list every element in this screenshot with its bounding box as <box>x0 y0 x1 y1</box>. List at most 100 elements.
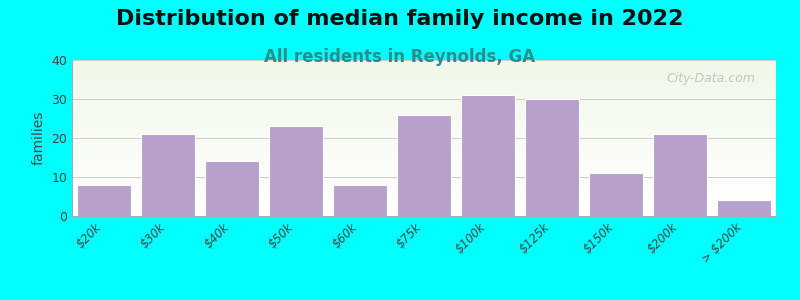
Bar <box>72 122 776 124</box>
Bar <box>72 115 776 116</box>
Bar <box>72 65 776 66</box>
Bar <box>72 174 776 176</box>
Bar <box>72 69 776 71</box>
Bar <box>72 135 776 136</box>
Bar <box>72 66 776 68</box>
Bar <box>77 185 131 216</box>
Bar <box>72 63 776 65</box>
Bar <box>72 94 776 96</box>
Bar <box>72 71 776 73</box>
Bar <box>72 73 776 74</box>
Bar <box>72 132 776 133</box>
Bar <box>72 176 776 177</box>
Bar <box>72 154 776 155</box>
Bar <box>72 160 776 161</box>
Bar <box>72 83 776 85</box>
Bar <box>141 134 195 216</box>
Bar <box>397 115 451 216</box>
Bar <box>72 186 776 188</box>
Bar <box>72 127 776 129</box>
Bar <box>717 200 771 216</box>
Bar <box>461 95 515 216</box>
Bar <box>72 105 776 107</box>
Bar <box>72 151 776 152</box>
Bar <box>72 208 776 210</box>
Bar <box>72 169 776 171</box>
Bar <box>72 177 776 178</box>
Bar <box>72 77 776 79</box>
Bar <box>72 199 776 200</box>
Bar <box>72 86 776 88</box>
Bar <box>72 200 776 202</box>
Bar <box>72 68 776 69</box>
Bar <box>72 163 776 164</box>
Bar <box>72 119 776 121</box>
Bar <box>72 74 776 76</box>
Bar <box>72 110 776 112</box>
Bar <box>72 185 776 186</box>
Bar <box>333 185 387 216</box>
Bar <box>72 107 776 108</box>
Bar <box>72 79 776 80</box>
Bar <box>72 82 776 83</box>
Bar <box>72 157 776 158</box>
Bar <box>72 180 776 182</box>
Bar <box>72 80 776 82</box>
Bar <box>72 202 776 203</box>
Bar <box>72 197 776 199</box>
Bar <box>72 90 776 91</box>
Text: City-Data.com: City-Data.com <box>666 73 755 85</box>
Bar <box>72 125 776 127</box>
Bar <box>72 136 776 138</box>
Bar <box>72 178 776 180</box>
Bar <box>72 155 776 157</box>
Bar <box>72 190 776 191</box>
Bar <box>72 116 776 118</box>
Bar <box>72 146 776 147</box>
Bar <box>72 196 776 197</box>
Bar <box>72 168 776 169</box>
Bar <box>72 205 776 207</box>
Bar <box>269 126 323 216</box>
Y-axis label: families: families <box>32 111 46 165</box>
Bar <box>72 121 776 122</box>
Bar <box>72 88 776 90</box>
Bar <box>72 207 776 208</box>
Bar <box>72 112 776 113</box>
Bar <box>72 203 776 205</box>
Bar <box>525 99 579 216</box>
Bar <box>72 188 776 190</box>
Bar <box>72 171 776 172</box>
Bar <box>589 173 643 216</box>
Bar <box>72 152 776 154</box>
Bar <box>72 76 776 77</box>
Bar <box>72 183 776 185</box>
Bar <box>72 158 776 160</box>
Bar <box>72 172 776 174</box>
Bar <box>72 164 776 166</box>
Bar <box>72 138 776 140</box>
Bar <box>72 60 776 61</box>
Bar <box>72 102 776 104</box>
Bar <box>72 149 776 151</box>
Bar <box>72 194 776 196</box>
Bar <box>72 61 776 63</box>
Bar <box>72 129 776 130</box>
Bar <box>72 113 776 115</box>
Bar <box>72 133 776 135</box>
Bar <box>72 141 776 143</box>
Bar <box>72 99 776 100</box>
Bar <box>72 161 776 163</box>
Bar <box>72 210 776 211</box>
Bar <box>72 214 776 216</box>
Bar <box>72 124 776 125</box>
Bar <box>72 147 776 149</box>
Bar <box>72 100 776 102</box>
Text: Distribution of median family income in 2022: Distribution of median family income in … <box>116 9 684 29</box>
Bar <box>72 98 776 99</box>
Bar <box>72 143 776 144</box>
Bar <box>72 144 776 146</box>
Bar <box>72 108 776 110</box>
Bar <box>205 161 259 216</box>
Bar <box>653 134 707 216</box>
